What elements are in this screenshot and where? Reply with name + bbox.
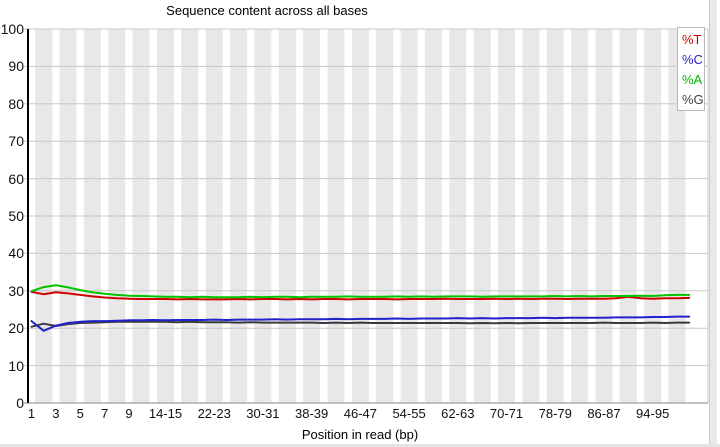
scrollbar-track[interactable] <box>709 0 717 447</box>
legend-item-A: %A <box>682 72 703 87</box>
x-tick-label: 5 <box>76 406 84 421</box>
x-tick-label: 94-95 <box>636 406 670 421</box>
y-tick-label: 30 <box>8 282 24 299</box>
x-tick-label: 78-79 <box>538 406 572 421</box>
y-tick-label: 60 <box>8 170 24 187</box>
x-tick-label: 1 <box>27 406 36 421</box>
window-bottom-edge <box>0 444 720 447</box>
y-tick-label: 50 <box>8 208 24 224</box>
y-tick-label: 90 <box>8 58 24 75</box>
x-tick-label: 70-71 <box>489 406 524 421</box>
x-tick-label: 22-23 <box>197 406 231 421</box>
y-tick-label: 80 <box>8 95 24 112</box>
x-tick-label: 86-87 <box>587 406 621 421</box>
x-tick-label: 46-47 <box>343 406 377 421</box>
y-tick-label: 20 <box>8 320 24 337</box>
chart-title: Sequence content across all bases <box>166 3 368 18</box>
legend-item-T: %T <box>682 32 702 47</box>
x-tick-label: 3 <box>52 406 60 421</box>
legend-item-G: %G <box>682 92 704 107</box>
x-axis-title: Position in read (bp) <box>301 427 419 442</box>
y-tick-label: 10 <box>8 357 24 374</box>
series-line-A <box>30 284 691 299</box>
x-tick-label: 38-39 <box>295 406 329 421</box>
x-tick-label: 30-31 <box>246 406 280 421</box>
series-line-T <box>30 290 691 301</box>
x-tick-label: 62-63 <box>441 406 475 421</box>
y-tick-label: 40 <box>8 245 24 262</box>
x-tick-label: 54-55 <box>392 406 426 421</box>
x-tick-label: 9 <box>125 406 133 421</box>
series-line-C <box>30 315 691 332</box>
y-tick-label: 100 <box>0 21 24 37</box>
x-tick-label: 7 <box>100 406 109 421</box>
y-tick-label: 70 <box>8 133 24 150</box>
y-tick-label: 0 <box>16 395 24 411</box>
legend-item-C: %C <box>682 52 703 67</box>
legend-box: %T %C %A %G <box>677 27 705 111</box>
y-axis-line <box>27 29 29 403</box>
series-line-G <box>30 320 691 328</box>
x-tick-label: 14-15 <box>148 406 183 421</box>
